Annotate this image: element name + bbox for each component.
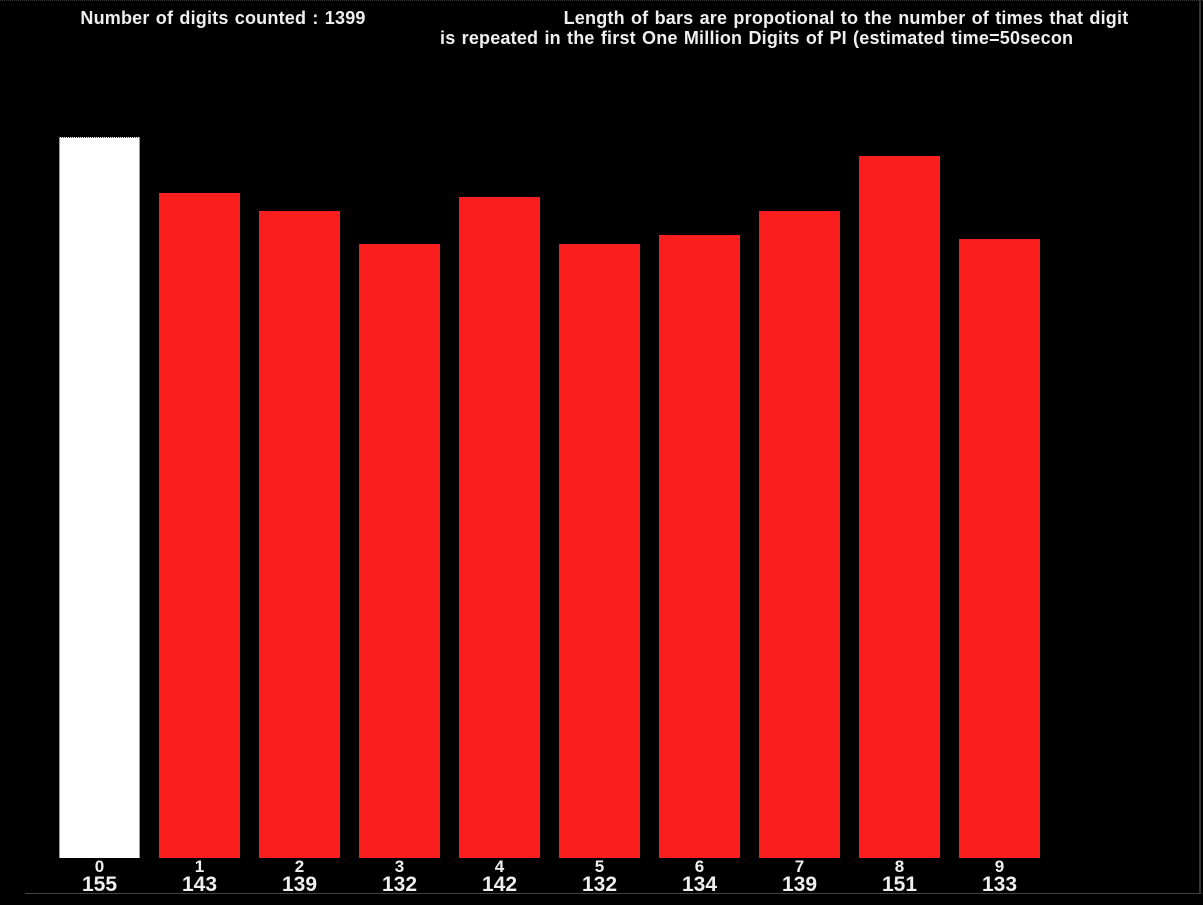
bar-label-digit-5: 5 132: [559, 857, 640, 896]
count-label: 132: [381, 873, 418, 896]
right-frame-line: [1199, 0, 1201, 894]
digit-label: 5: [594, 857, 605, 876]
digit-label: 8: [894, 857, 905, 876]
bar-digit-6: [659, 235, 740, 858]
digit-label: 2: [294, 857, 305, 876]
count-label: 133: [981, 873, 1018, 896]
count-label: 132: [581, 873, 618, 896]
bar-digit-0: [59, 137, 140, 858]
digit-label: 7: [794, 857, 805, 876]
digit-counter-text: Number of digits counted : 1399: [80, 8, 366, 28]
top-dotted-border: [0, 0, 1203, 1]
count-label: 151: [881, 873, 918, 896]
bar-digit-5: [559, 244, 640, 858]
bar-digit-7: [759, 211, 840, 858]
bar-label-digit-0: 0 155: [59, 857, 140, 896]
chart-title-line1: Length of bars are propotional to the nu…: [563, 8, 1129, 28]
count-label: 142: [481, 873, 518, 896]
digit-label: 6: [694, 857, 705, 876]
bar-digit-1: [159, 193, 240, 858]
count-label: 139: [781, 873, 818, 896]
bottom-frame-line: [25, 893, 1202, 894]
count-label: 155: [81, 873, 118, 896]
bar-label-digit-2: 2 139: [259, 857, 340, 896]
digit-label: 9: [994, 857, 1005, 876]
bar-digit-2: [259, 211, 340, 858]
digit-label: 4: [494, 857, 505, 876]
bar-label-digit-7: 7 139: [759, 857, 840, 896]
count-label: 139: [281, 873, 318, 896]
digit-label: 0: [94, 857, 105, 876]
bar-digit-4: [459, 197, 540, 858]
chart-title: Length of bars are propotional to the nu…: [440, 8, 1203, 48]
bar-label-digit-3: 3 132: [359, 857, 440, 896]
count-label: 134: [681, 873, 718, 896]
bar-label-digit-8: 8 151: [859, 857, 940, 896]
bar-label-digit-9: 9 133: [959, 857, 1040, 896]
chart-title-line2: is repeated in the first One Million Dig…: [440, 28, 1074, 48]
bar-label-digit-4: 4 142: [459, 857, 540, 896]
bar-digit-9: [959, 239, 1040, 858]
count-label: 143: [181, 873, 218, 896]
digit-label: 1: [194, 857, 205, 876]
bar-digit-3: [359, 244, 440, 858]
bar-label-digit-1: 1 143: [159, 857, 240, 896]
bar-label-digit-6: 6 134: [659, 857, 740, 896]
digit-label: 3: [394, 857, 405, 876]
bar-digit-8: [859, 156, 940, 858]
